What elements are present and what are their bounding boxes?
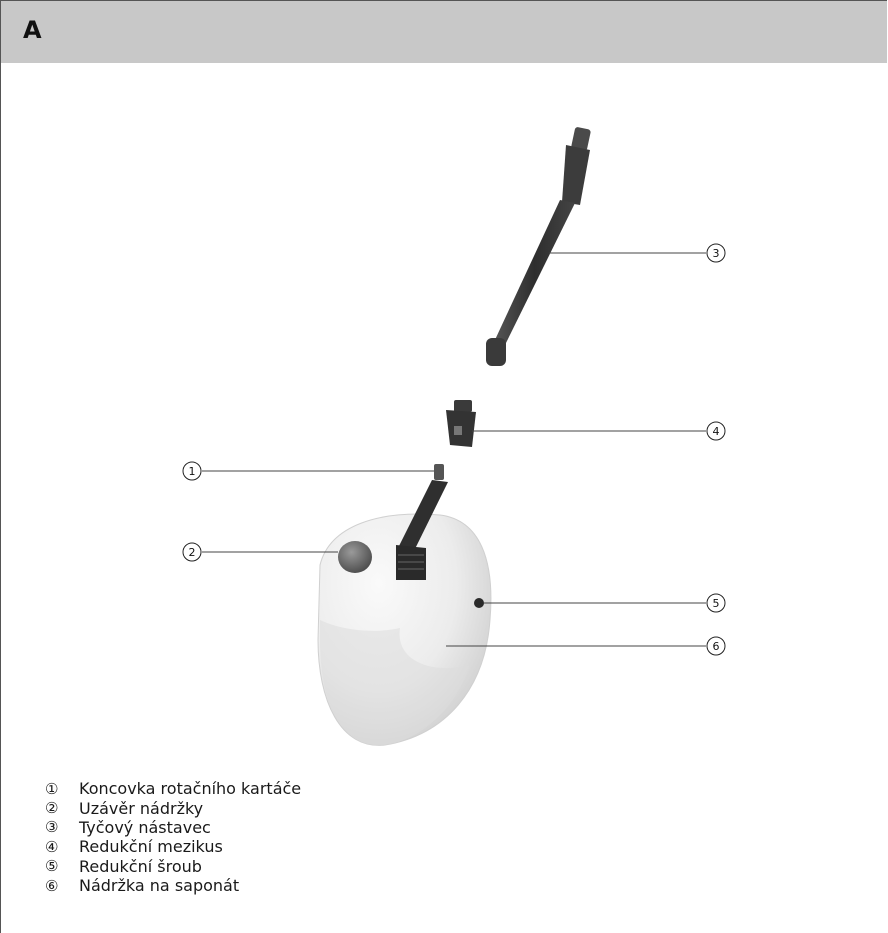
- legend-label: Redukční mezikus: [79, 837, 223, 857]
- parts-legend: ① Koncovka rotačního kartáče ② Uzávěr ná…: [45, 779, 301, 895]
- leader-lines: [202, 252, 706, 647]
- figure-letter: A: [23, 16, 42, 44]
- legend-item: ② Uzávěr nádržky: [45, 798, 301, 818]
- legend-label: Nádržka na saponát: [79, 876, 240, 896]
- callout-markers: 3 4 1 2 5 6: [182, 243, 726, 656]
- brush-connector-part: [396, 464, 448, 580]
- legend-item: ① Koncovka rotačního kartáče: [45, 779, 301, 798]
- legend-number: ②: [45, 799, 59, 818]
- callout-1-label: 1: [189, 465, 196, 478]
- callout-3-label: 3: [713, 247, 720, 260]
- callout-2-label: 2: [189, 546, 196, 559]
- legend-label: Uzávěr nádržky: [79, 798, 204, 818]
- legend-number: ⑥: [45, 876, 59, 895]
- detergent-tank-part: [317, 513, 492, 746]
- lance-part: [486, 127, 591, 366]
- adapter-part: [446, 400, 476, 447]
- legend-item: ⑥ Nádržka na saponát: [45, 876, 301, 895]
- legend-label: Redukční šroub: [79, 856, 202, 876]
- figure-header: A: [1, 1, 887, 63]
- legend-number: ①: [45, 779, 59, 798]
- tank-cap-part: [338, 541, 372, 573]
- legend-number: ④: [45, 837, 59, 856]
- legend-label: Tyčový nástavec: [79, 817, 211, 837]
- legend-item: ④ Redukční mezikus: [45, 837, 301, 856]
- legend-label: Koncovka rotačního kartáče: [79, 779, 302, 799]
- legend-number: ⑤: [45, 857, 59, 876]
- callout-6-label: 6: [713, 640, 720, 653]
- legend-item: ⑤ Redukční šroub: [45, 857, 301, 876]
- reduction-screw-part: [474, 598, 484, 608]
- callout-5-label: 5: [713, 597, 720, 610]
- callout-4-label: 4: [713, 425, 720, 438]
- legend-item: ③ Tyčový nástavec: [45, 818, 301, 837]
- legend-number: ③: [45, 818, 59, 837]
